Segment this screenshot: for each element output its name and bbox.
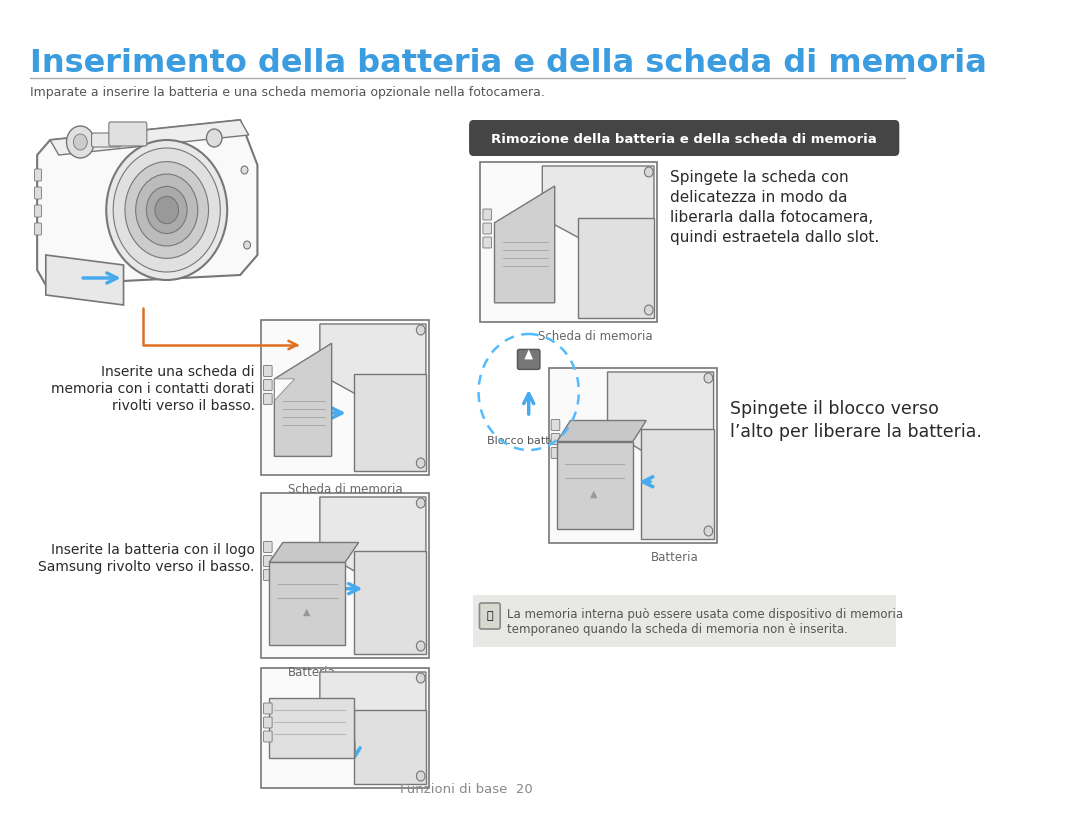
Text: liberarla dalla fotocamera,: liberarla dalla fotocamera,	[671, 210, 874, 225]
Polygon shape	[353, 374, 426, 471]
Text: 📷: 📷	[486, 611, 494, 621]
Polygon shape	[320, 324, 426, 398]
Text: Funzioni di base  20: Funzioni di base 20	[400, 783, 532, 796]
Text: Samsung rivolto verso il basso.: Samsung rivolto verso il basso.	[39, 560, 255, 574]
Circle shape	[147, 187, 187, 234]
Polygon shape	[642, 430, 714, 539]
Polygon shape	[274, 343, 332, 456]
FancyBboxPatch shape	[92, 133, 121, 147]
Polygon shape	[608, 372, 714, 456]
Polygon shape	[269, 562, 346, 645]
Text: Spingete la scheda con: Spingete la scheda con	[671, 170, 849, 185]
Circle shape	[704, 373, 713, 383]
FancyBboxPatch shape	[264, 717, 272, 728]
FancyBboxPatch shape	[261, 493, 430, 658]
FancyBboxPatch shape	[264, 380, 272, 390]
Text: temporaneo quando la scheda di memoria non è inserita.: temporaneo quando la scheda di memoria n…	[508, 623, 848, 636]
Circle shape	[417, 771, 426, 781]
Text: Inserimento della batteria e della scheda di memoria: Inserimento della batteria e della sched…	[30, 48, 987, 79]
Polygon shape	[495, 186, 555, 303]
Text: memoria con i contatti dorati: memoria con i contatti dorati	[52, 382, 255, 396]
Text: Scheda di memoria: Scheda di memoria	[538, 330, 652, 343]
Text: Inserite la batteria con il logo: Inserite la batteria con il logo	[51, 543, 255, 557]
Text: Imparate a inserire la batteria e una scheda memoria opzionale nella fotocamera.: Imparate a inserire la batteria e una sc…	[30, 86, 545, 99]
Polygon shape	[320, 672, 426, 728]
FancyBboxPatch shape	[261, 320, 430, 475]
Circle shape	[417, 498, 426, 508]
Polygon shape	[50, 120, 248, 155]
FancyBboxPatch shape	[483, 209, 491, 220]
Circle shape	[154, 196, 178, 223]
Text: Spingete il blocco verso: Spingete il blocco verso	[730, 400, 939, 418]
Circle shape	[113, 148, 220, 272]
Circle shape	[136, 174, 198, 246]
Polygon shape	[45, 255, 123, 305]
FancyBboxPatch shape	[483, 237, 491, 248]
FancyBboxPatch shape	[551, 434, 559, 444]
Polygon shape	[37, 120, 257, 285]
Circle shape	[106, 140, 227, 280]
Text: La memoria interna può essere usata come dispositivo di memoria: La memoria interna può essere usata come…	[508, 608, 903, 621]
Circle shape	[704, 526, 713, 536]
FancyBboxPatch shape	[264, 365, 272, 377]
Polygon shape	[320, 497, 426, 575]
Text: quindi estraetela dallo slot.: quindi estraetela dallo slot.	[671, 230, 879, 245]
FancyBboxPatch shape	[481, 162, 658, 322]
Text: l’alto per liberare la batteria.: l’alto per liberare la batteria.	[730, 423, 982, 441]
FancyBboxPatch shape	[264, 703, 272, 714]
FancyBboxPatch shape	[261, 668, 430, 788]
Polygon shape	[353, 710, 426, 784]
Circle shape	[417, 641, 426, 651]
Text: ▲: ▲	[302, 607, 310, 617]
Polygon shape	[542, 166, 654, 242]
Polygon shape	[557, 421, 646, 442]
Text: Inserite una scheda di: Inserite una scheda di	[102, 365, 255, 379]
FancyBboxPatch shape	[551, 420, 559, 430]
Circle shape	[67, 126, 94, 158]
FancyBboxPatch shape	[35, 169, 41, 181]
Text: Batteria: Batteria	[287, 666, 335, 679]
FancyBboxPatch shape	[480, 603, 500, 629]
Text: Scheda di memoria: Scheda di memoria	[287, 483, 403, 496]
Polygon shape	[353, 551, 426, 654]
Text: Blocco batteria: Blocco batteria	[487, 436, 570, 446]
Text: Rimozione della batteria e della scheda di memoria: Rimozione della batteria e della scheda …	[491, 133, 877, 146]
FancyBboxPatch shape	[551, 447, 559, 459]
FancyBboxPatch shape	[35, 187, 41, 199]
FancyBboxPatch shape	[109, 122, 147, 146]
Circle shape	[645, 305, 653, 315]
Text: rivolti verso il basso.: rivolti verso il basso.	[112, 399, 255, 413]
FancyBboxPatch shape	[517, 350, 540, 369]
FancyBboxPatch shape	[549, 368, 717, 543]
Polygon shape	[525, 350, 534, 359]
Text: ▲: ▲	[591, 489, 598, 499]
FancyBboxPatch shape	[264, 394, 272, 404]
Text: delicatezza in modo da: delicatezza in modo da	[671, 190, 848, 205]
Circle shape	[417, 458, 426, 468]
FancyBboxPatch shape	[264, 541, 272, 553]
Polygon shape	[269, 543, 359, 562]
FancyBboxPatch shape	[35, 205, 41, 217]
Circle shape	[645, 167, 653, 177]
Circle shape	[73, 134, 87, 150]
Circle shape	[125, 161, 208, 258]
Circle shape	[206, 129, 222, 147]
Polygon shape	[578, 218, 654, 318]
FancyBboxPatch shape	[473, 595, 895, 647]
FancyBboxPatch shape	[264, 556, 272, 566]
Circle shape	[244, 241, 251, 249]
Polygon shape	[557, 442, 633, 529]
Circle shape	[417, 673, 426, 683]
FancyBboxPatch shape	[35, 223, 41, 235]
Circle shape	[417, 325, 426, 335]
Circle shape	[241, 166, 248, 174]
FancyBboxPatch shape	[264, 570, 272, 580]
FancyBboxPatch shape	[483, 223, 491, 234]
FancyBboxPatch shape	[469, 120, 900, 156]
Polygon shape	[269, 698, 353, 758]
Text: Batteria: Batteria	[651, 551, 699, 564]
Polygon shape	[274, 379, 295, 401]
FancyBboxPatch shape	[264, 731, 272, 742]
